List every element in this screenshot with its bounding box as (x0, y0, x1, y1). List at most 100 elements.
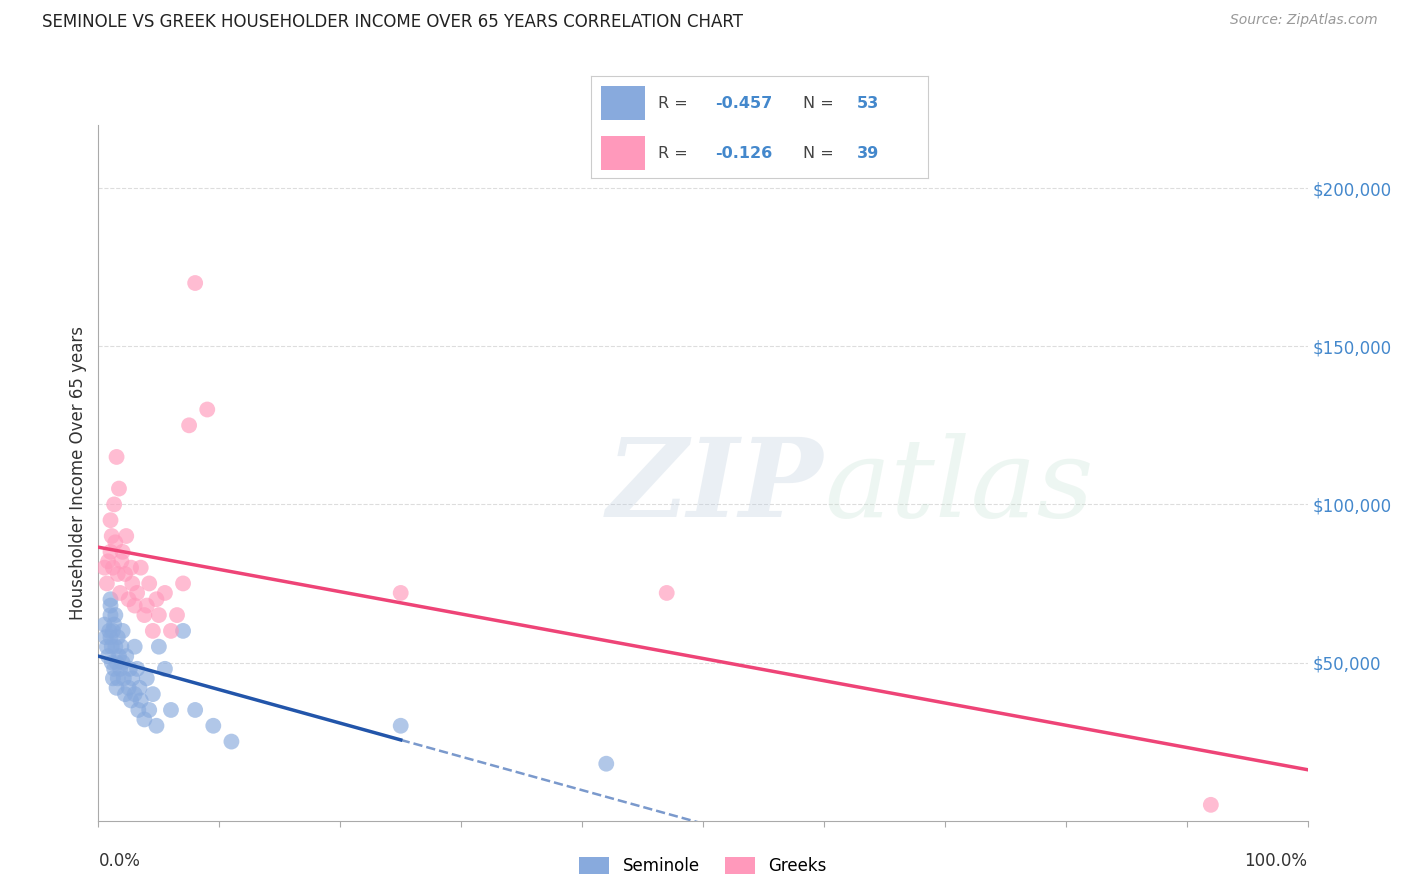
Point (179, 418, 201, 433)
Point (129, 560, 152, 574)
Point (100, 640, 122, 654)
Point (103, 617, 125, 632)
Text: 39: 39 (858, 145, 879, 161)
Point (172, 624, 194, 638)
Point (115, 649, 138, 664)
Point (104, 608, 127, 623)
Text: R =: R = (658, 95, 693, 111)
Point (104, 640, 127, 654)
Point (128, 681, 150, 695)
Point (97, 649, 120, 664)
Point (100, 513, 122, 527)
Point (172, 576, 194, 591)
Point (112, 671, 135, 685)
Point (100, 608, 122, 623)
Point (108, 586, 131, 600)
Point (184, 276, 207, 290)
Point (135, 599, 157, 613)
Point (104, 535, 127, 549)
Point (153, 662, 176, 676)
Point (142, 687, 165, 701)
Point (389, 586, 412, 600)
Point (114, 687, 136, 701)
Point (121, 576, 143, 591)
Point (110, 554, 132, 568)
Text: N =: N = (803, 95, 839, 111)
Point (100, 592, 122, 607)
Point (100, 599, 122, 613)
Point (107, 630, 129, 644)
Point (135, 671, 157, 685)
Point (120, 560, 142, 574)
Point (127, 586, 149, 600)
Point (103, 497, 125, 511)
Point (148, 640, 170, 654)
Point (108, 662, 131, 676)
Point (100, 529, 122, 543)
Point (127, 703, 149, 717)
Point (124, 599, 146, 613)
Point (202, 719, 225, 733)
Point (103, 662, 125, 676)
Point (145, 719, 167, 733)
Point (118, 662, 141, 676)
FancyBboxPatch shape (600, 136, 644, 170)
Point (101, 560, 124, 574)
Point (101, 671, 124, 685)
Text: SEMINOLE VS GREEK HOUSEHOLDER INCOME OVER 65 YEARS CORRELATION CHART: SEMINOLE VS GREEK HOUSEHOLDER INCOME OVE… (42, 13, 744, 31)
Point (97, 554, 120, 568)
Point (118, 592, 141, 607)
Point (115, 529, 138, 543)
Point (101, 624, 124, 638)
Point (107, 566, 129, 581)
Point (1199, 797, 1222, 812)
Point (100, 545, 122, 559)
Y-axis label: Householder Income Over 65 years: Householder Income Over 65 years (69, 326, 87, 620)
Point (166, 608, 188, 623)
Point (111, 656, 134, 670)
Text: ZIP: ZIP (606, 433, 823, 541)
Point (148, 608, 170, 623)
Point (108, 482, 131, 496)
Point (160, 624, 183, 638)
Point (160, 703, 183, 717)
Point (124, 640, 146, 654)
Point (138, 576, 160, 591)
Text: atlas: atlas (824, 433, 1094, 541)
Point (108, 649, 131, 664)
Point (142, 624, 165, 638)
Point (111, 624, 134, 638)
Point (118, 681, 141, 695)
FancyBboxPatch shape (600, 87, 644, 120)
Point (124, 687, 146, 701)
Point (105, 656, 128, 670)
Text: 100.0%: 100.0% (1244, 852, 1308, 870)
Point (93, 617, 115, 632)
Point (134, 713, 156, 727)
Text: 53: 53 (858, 95, 879, 111)
Point (134, 608, 156, 623)
Point (96, 576, 118, 591)
Point (595, 756, 617, 771)
Text: 0.0%: 0.0% (98, 852, 141, 870)
Point (105, 450, 128, 464)
Point (184, 703, 207, 717)
Point (655, 586, 678, 600)
Point (195, 402, 218, 417)
Point (153, 586, 176, 600)
Point (100, 630, 122, 644)
Point (129, 693, 152, 707)
Point (221, 734, 243, 748)
Point (100, 656, 122, 670)
Point (145, 592, 167, 607)
Legend: Seminole, Greeks: Seminole, Greeks (579, 856, 827, 875)
Point (389, 719, 412, 733)
Point (94, 630, 117, 644)
Point (127, 662, 149, 676)
Point (96, 640, 118, 654)
Point (120, 693, 142, 707)
Text: R =: R = (658, 145, 697, 161)
Point (138, 703, 160, 717)
Point (93, 560, 115, 574)
Text: N =: N = (803, 145, 839, 161)
